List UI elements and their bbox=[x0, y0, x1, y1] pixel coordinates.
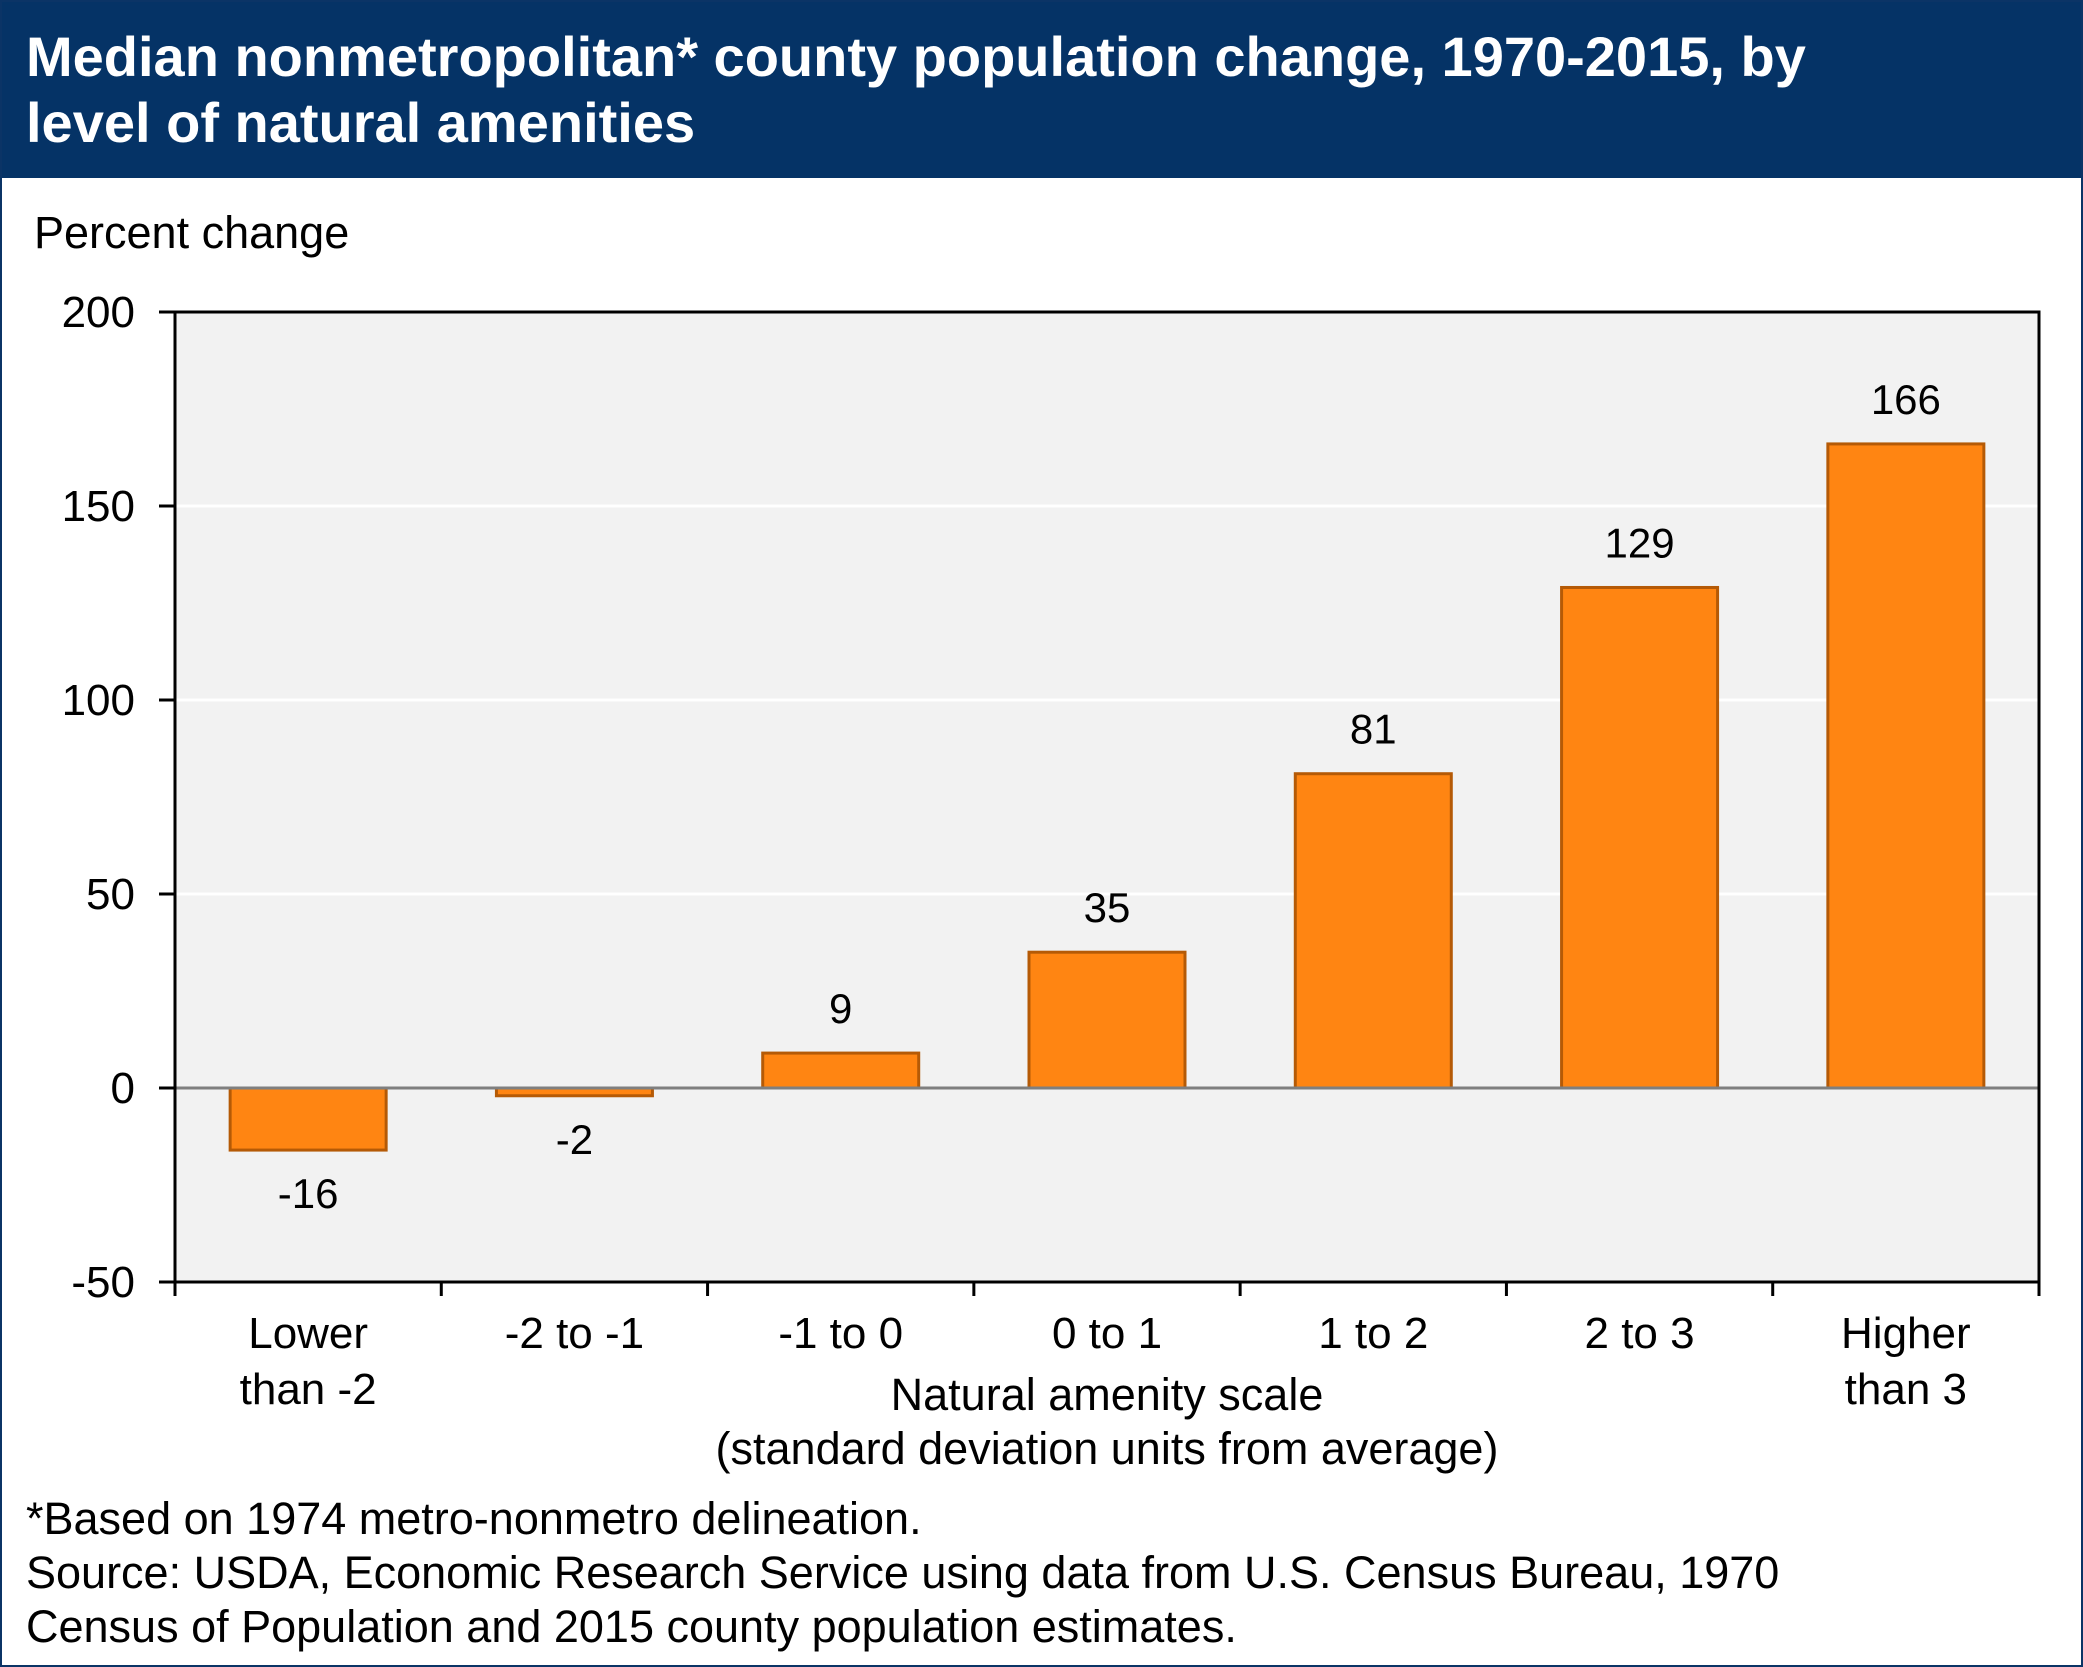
plot-border bbox=[173, 310, 2041, 1284]
gridlines bbox=[175, 504, 2039, 896]
labels: -16 -2 9 35 81 129 166 -50 0 50 100 150 200 Lower than… bbox=[34, 207, 1971, 1474]
plot-background bbox=[175, 312, 2039, 1282]
x-tick-label: 2 to 3 bbox=[1585, 1309, 1695, 1358]
data-label: -2 bbox=[556, 1116, 593, 1163]
source-line-1: Source: USDA, Economic Research Service … bbox=[26, 1547, 1780, 1598]
data-label: 81 bbox=[1350, 706, 1397, 753]
title-bar: Median nonmetropolitan* county populatio… bbox=[2, 2, 2081, 178]
x-tick-label: than 3 bbox=[1845, 1365, 1967, 1414]
x-axis-title: Natural amenity scale bbox=[891, 1369, 1324, 1420]
bars bbox=[228, 442, 1986, 1152]
y-tick-label: 150 bbox=[62, 482, 135, 531]
y-tick-label: -50 bbox=[71, 1258, 135, 1307]
bar bbox=[1560, 585, 1720, 1090]
bar-chart: -16 -2 9 35 81 129 166 -50 0 50 100 150 200 Lower than… bbox=[34, 207, 2041, 1474]
x-tick-label: -2 to -1 bbox=[505, 1309, 644, 1358]
footnote: *Based on 1974 metro-nonmetro delineatio… bbox=[26, 1492, 2056, 1654]
data-label: 166 bbox=[1871, 376, 1941, 423]
bar bbox=[1293, 772, 1453, 1090]
data-label: 129 bbox=[1605, 519, 1675, 566]
bar bbox=[228, 1086, 388, 1152]
data-label: -16 bbox=[278, 1170, 339, 1217]
bar bbox=[1027, 950, 1187, 1090]
source-line-2: Census of Population and 2015 county pop… bbox=[26, 1601, 1237, 1652]
x-axis-subtitle: (standard deviation units from average) bbox=[716, 1423, 1499, 1474]
y-tick-label: 50 bbox=[86, 870, 135, 919]
y-axis-label: Percent change bbox=[34, 207, 349, 258]
x-tick-label: 1 to 2 bbox=[1318, 1309, 1428, 1358]
data-label: 35 bbox=[1084, 884, 1131, 931]
data-label: 9 bbox=[829, 985, 852, 1032]
x-tick-label: -1 to 0 bbox=[778, 1309, 903, 1358]
plot-area bbox=[175, 312, 2039, 1282]
x-tick-label: 0 to 1 bbox=[1052, 1309, 1162, 1358]
x-tick-label: Lower bbox=[248, 1309, 368, 1358]
y-tick-label: 200 bbox=[62, 288, 135, 337]
chart-title: Median nonmetropolitan* county populatio… bbox=[26, 25, 1806, 154]
bar bbox=[761, 1051, 921, 1090]
bar bbox=[1826, 442, 1986, 1090]
axes bbox=[159, 310, 2041, 1296]
y-tick-label: 0 bbox=[111, 1064, 135, 1113]
y-tick-label: 100 bbox=[62, 676, 135, 725]
x-tick-label: Higher bbox=[1841, 1309, 1971, 1358]
footnote-note: *Based on 1974 metro-nonmetro delineatio… bbox=[26, 1493, 922, 1544]
x-tick-label: than -2 bbox=[240, 1365, 377, 1414]
